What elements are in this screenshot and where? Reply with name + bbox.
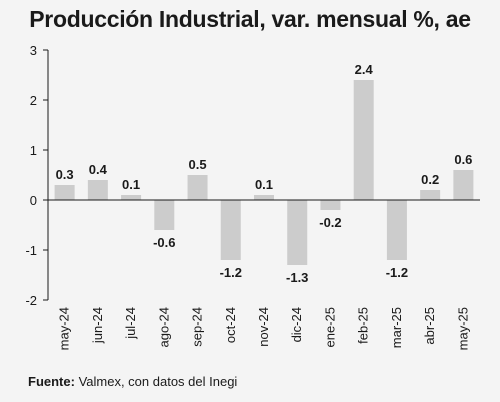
bar-value-label: -0.6 (153, 235, 175, 250)
bar-value-label: 0.4 (89, 162, 108, 177)
bar-value-label: 0.5 (188, 157, 206, 172)
bar-value-label: -0.2 (319, 215, 341, 230)
bar (121, 195, 142, 200)
bar-value-label: 0.2 (421, 172, 439, 187)
x-tick-label: jul-24 (123, 307, 138, 340)
y-tick-label: -2 (25, 293, 37, 308)
bar (54, 185, 75, 200)
y-tick-label: -1 (25, 243, 37, 258)
x-tick-label: feb-25 (356, 307, 371, 344)
bar (154, 200, 175, 230)
data-labels: 0.3 0.4 0.1 -0.6 0.5 -1.2 0.1 -1.3 -0.2 2.4 -1.2 0.… (56, 62, 473, 285)
bar (254, 195, 274, 200)
x-tick-label: oct-24 (223, 307, 238, 343)
x-tick-label: abr-25 (422, 307, 437, 345)
x-tick-label: nov-24 (256, 307, 271, 347)
bar (320, 200, 341, 210)
bar-value-label: 0.1 (122, 177, 140, 192)
x-tick-label: may-25 (455, 307, 470, 350)
y-axis: -2 -1 0 1 2 3 (25, 43, 49, 308)
y-tick-label: 2 (30, 93, 37, 108)
bar-value-label: 0.6 (454, 152, 472, 167)
x-tick-label: may-24 (57, 307, 72, 350)
source-text: Valmex, con datos del Inegi (74, 374, 238, 389)
y-tick-label: 3 (30, 43, 37, 58)
y-tick-label: 0 (30, 193, 37, 208)
y-tick-label: 1 (30, 143, 37, 158)
x-tick-label: ene-25 (322, 307, 337, 347)
source-note: Fuente: Valmex, con datos del Inegi (28, 374, 237, 389)
x-tick-label: mar-25 (389, 307, 404, 348)
x-tick-label: sep-24 (190, 307, 205, 347)
x-tick-label: dic-24 (289, 307, 304, 342)
bar (420, 190, 441, 200)
bar (386, 200, 407, 260)
chart-title: Producción Industrial, var. mensual %, a… (29, 6, 471, 32)
bar-value-label: 2.4 (355, 62, 374, 77)
x-tick-label: jun-24 (90, 307, 105, 344)
bar-value-label: -1.3 (286, 270, 308, 285)
bar-value-label: 0.3 (56, 167, 74, 182)
bar (220, 200, 241, 260)
bar (187, 175, 208, 200)
bar-value-label: -1.2 (386, 265, 408, 280)
bar (287, 200, 308, 265)
bar-value-label: 0.1 (255, 177, 273, 192)
bar (453, 170, 474, 200)
source-label: Fuente: (28, 374, 75, 389)
bar-value-label: -1.2 (220, 265, 242, 280)
bars (54, 80, 474, 265)
x-axis: may-24 jun-24 jul-24 ago-24 sep-24 oct-24 nov-… (48, 199, 480, 350)
bar (87, 180, 108, 200)
bar (353, 80, 374, 200)
x-tick-label: ago-24 (156, 307, 171, 347)
